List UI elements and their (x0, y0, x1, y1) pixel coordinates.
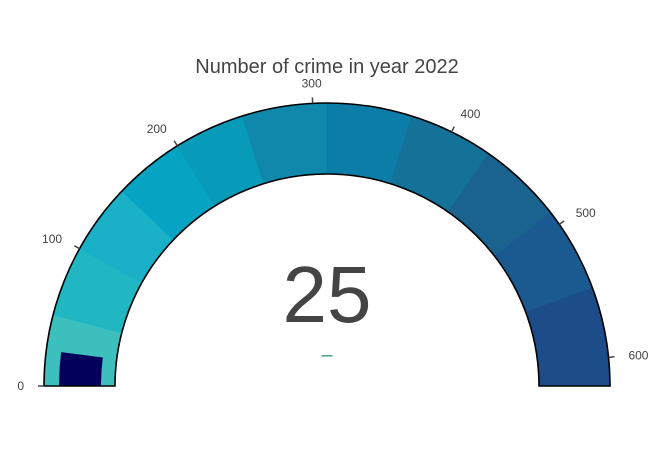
gauge-tick-label: 200 (147, 122, 167, 136)
gauge-tick-mark (450, 126, 455, 133)
gauge-tick-label: 100 (42, 232, 62, 246)
gauge-delta-indicator: – (321, 344, 333, 366)
gauge-tick-mark (173, 140, 178, 147)
gauge-tick-label: 600 (628, 348, 648, 362)
chart-title: Number of crime in year 2022 (195, 56, 458, 78)
gauge-value-bar-group (59, 352, 103, 386)
gauge-outline (43, 102, 611, 387)
gauge-value-number: 25 (283, 250, 372, 339)
gauge-tick-label: 0 (17, 379, 24, 393)
gauge-tick-label: 400 (460, 107, 480, 121)
gauge-value-bar (59, 352, 103, 386)
gauge-tick-mark (608, 356, 615, 359)
gauge-outline-group (43, 102, 611, 387)
gauge-ticks: 0 100 200 300 400 500 600 (17, 76, 648, 393)
gauge-tick-label: 300 (302, 76, 322, 90)
gauge-tick-mark (73, 245, 80, 250)
gauge-tick-label: 500 (576, 206, 596, 220)
gauge-tick-mark (558, 220, 565, 225)
